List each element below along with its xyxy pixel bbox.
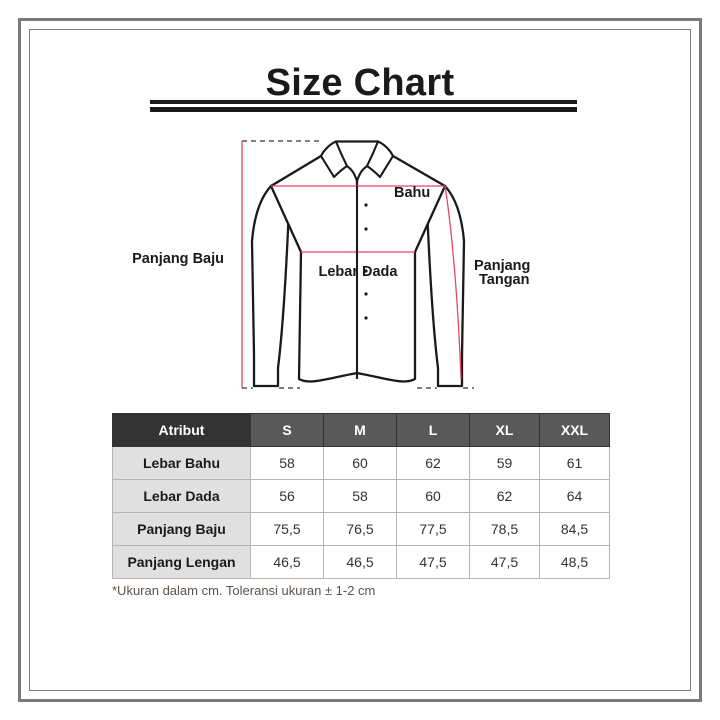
svg-text:Lebar Dada: Lebar Dada [319, 264, 399, 280]
svg-text:Bahu: Bahu [394, 185, 430, 201]
svg-text:Tangan: Tangan [479, 272, 529, 288]
svg-text:Panjang Baju: Panjang Baju [132, 251, 224, 267]
